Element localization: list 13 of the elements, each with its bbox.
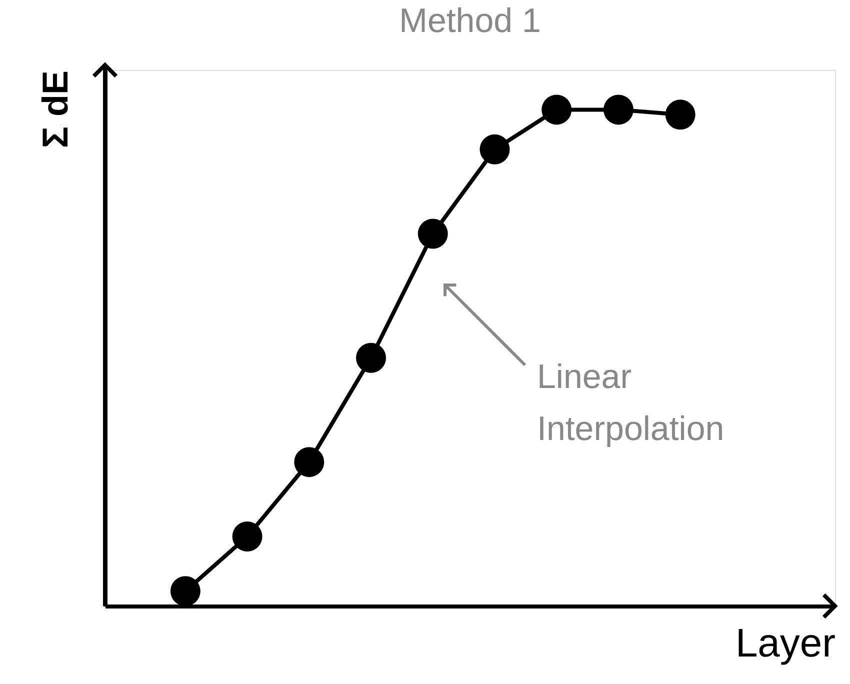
point — [356, 342, 386, 373]
point — [480, 134, 510, 164]
point — [542, 94, 572, 125]
point — [603, 94, 634, 125]
chart-title: Method 1 — [399, 2, 541, 40]
point — [665, 100, 696, 130]
y-axis-title: Σ dE — [34, 70, 76, 148]
point — [418, 218, 448, 249]
point — [294, 447, 324, 478]
x-axis-title: Layer — [735, 622, 836, 666]
point — [170, 576, 200, 606]
annotation: Linear Interpolation — [537, 358, 724, 448]
point — [232, 522, 262, 552]
